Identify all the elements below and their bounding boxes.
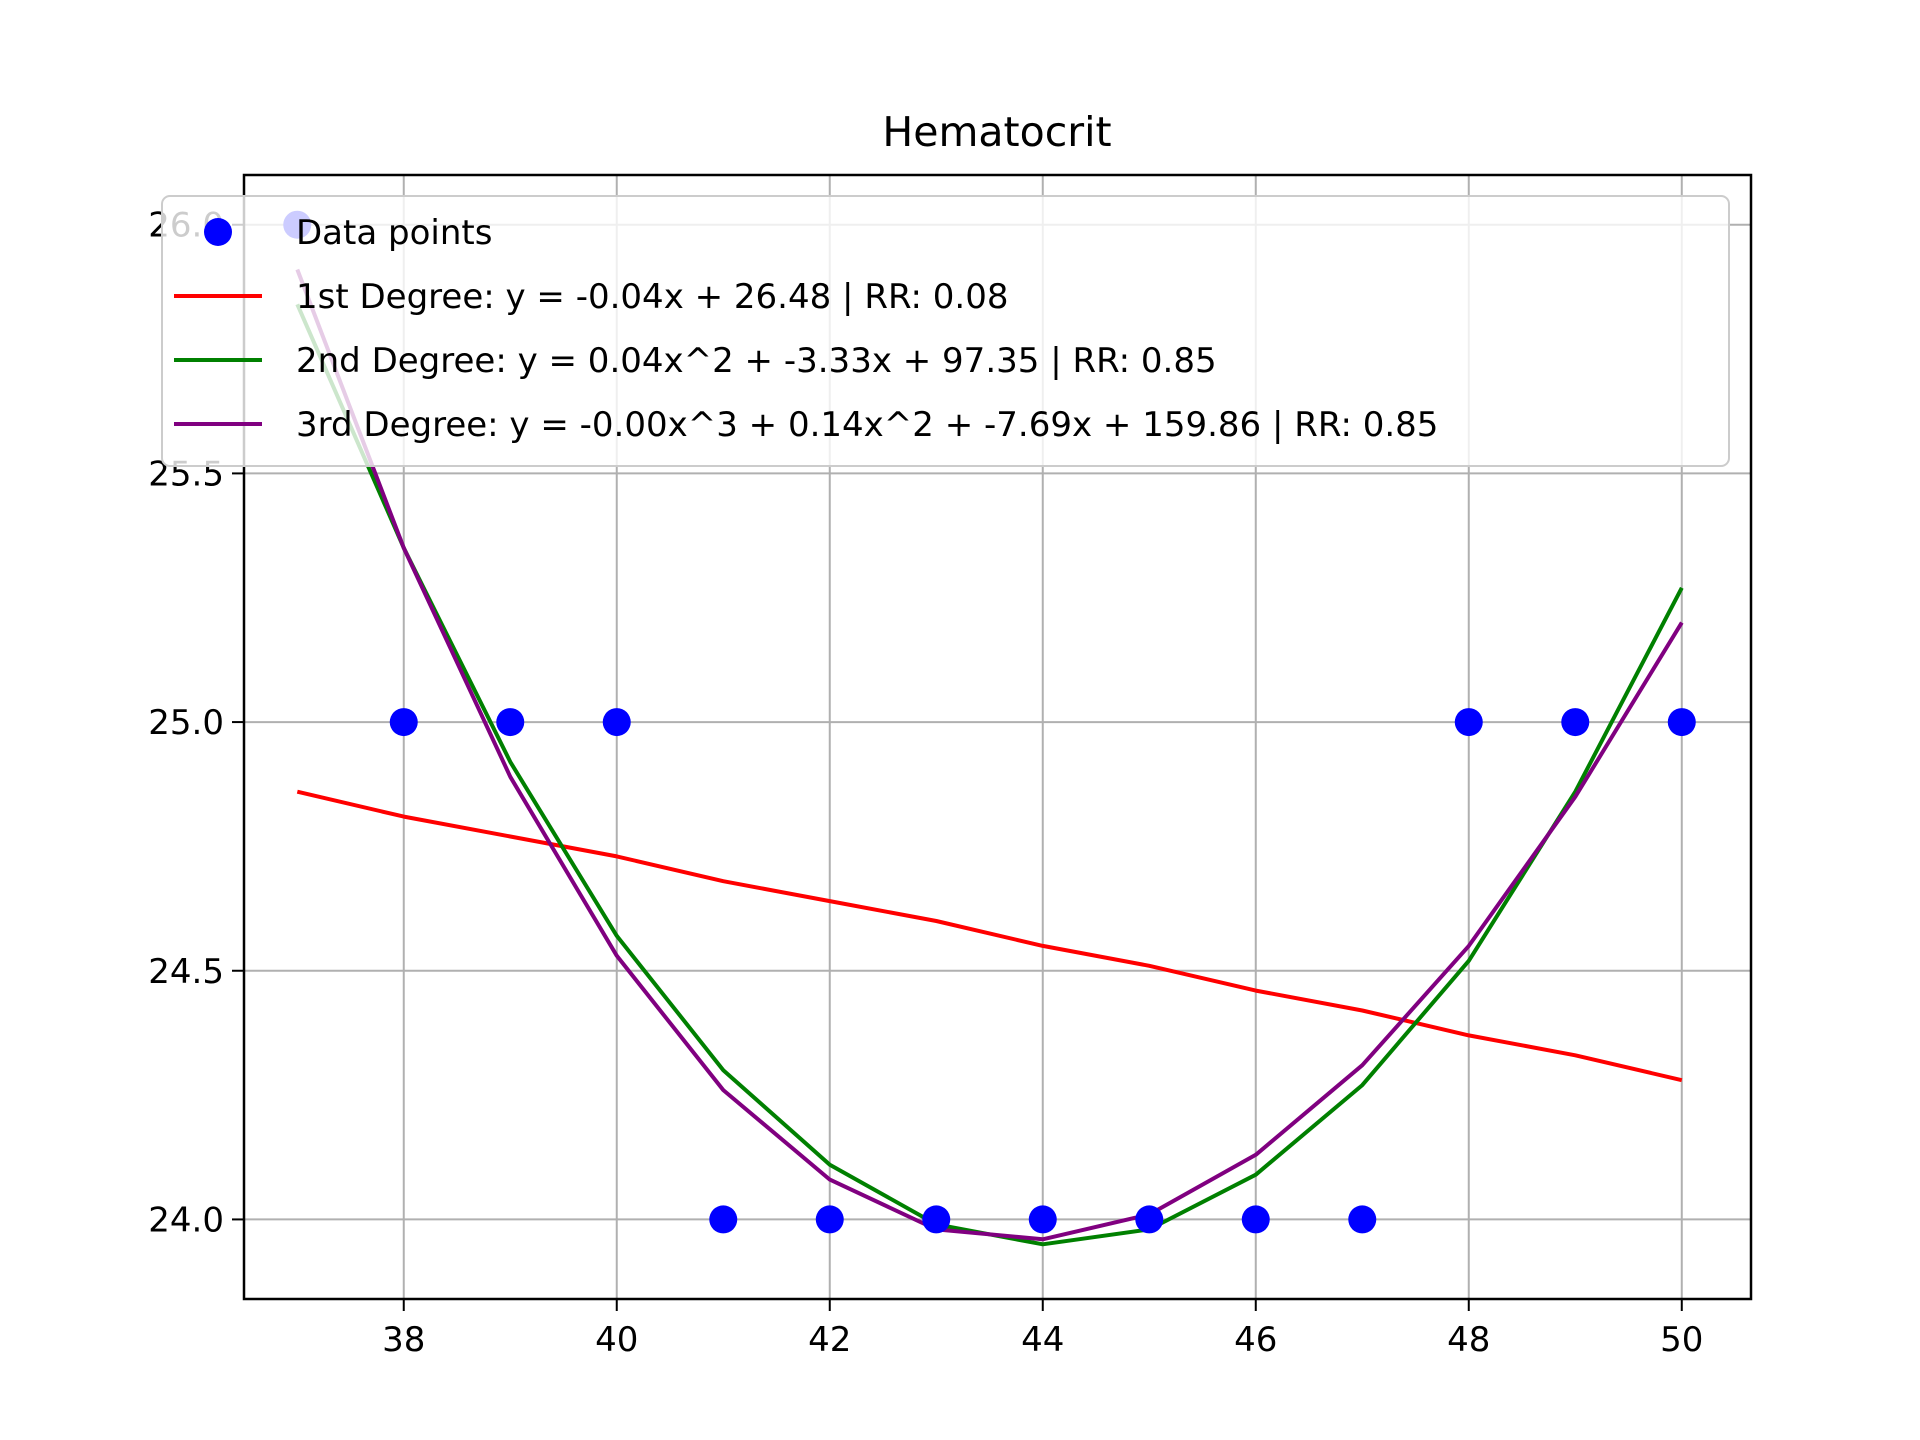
data-point (1667, 708, 1696, 737)
legend-item-data-points: Data points (204, 213, 492, 253)
legend-item-series-1: 1st Degree: y = -0.04x + 26.48 | RR: 0.0… (174, 277, 1009, 317)
data-points-layer (283, 210, 1696, 1234)
legend: Data points 1st Degree: y = -0.04x + 26.4… (161, 195, 1730, 467)
x-tick-label: 42 (808, 1320, 851, 1360)
data-point (1348, 1205, 1377, 1234)
series-layer (295, 268, 1684, 1247)
data-point (709, 1205, 738, 1234)
legend-item-series-2: 2nd Degree: y = 0.04x^2 + -3.33x + 97.35… (174, 341, 1217, 381)
x-tick-label: 46 (1234, 1320, 1277, 1360)
legend-box (161, 195, 1730, 467)
x-tick-label: 44 (1021, 1320, 1064, 1360)
legend-label: 2nd Degree: y = 0.04x^2 + -3.33x + 97.35… (296, 341, 1217, 381)
data-point (1454, 708, 1483, 737)
chart-title: Hematocrit (882, 108, 1111, 156)
data-point (922, 1205, 951, 1234)
x-tick-label: 48 (1447, 1320, 1490, 1360)
plot-frame (242, 173, 1753, 1301)
legend-label: 1st Degree: y = -0.04x + 26.48 | RR: 0.0… (296, 277, 1009, 317)
x-tick-label: 50 (1660, 1320, 1703, 1360)
x-tick-label: 40 (595, 1320, 638, 1360)
series-line-1 (296, 789, 1683, 1083)
data-point (389, 708, 418, 737)
data-point (1135, 1205, 1164, 1234)
legend-label: Data points (296, 213, 492, 253)
data-point (1028, 1205, 1057, 1234)
y-tick-label: 24.5 (148, 952, 224, 992)
data-point (1241, 1205, 1270, 1234)
y-tick-label: 25.0 (148, 703, 224, 743)
data-point (602, 708, 631, 737)
legend-marker-icon (204, 218, 232, 246)
x-tick-label: 38 (382, 1320, 425, 1360)
y-tick-label: 24.0 (148, 1200, 224, 1240)
data-point (496, 708, 525, 737)
series-line-3 (295, 268, 1684, 1242)
legend-label: 3rd Degree: y = -0.00x^3 + 0.14x^2 + -7.… (296, 405, 1438, 445)
data-point (815, 1205, 844, 1234)
data-point (1561, 708, 1590, 737)
legend-item-series-3: 3rd Degree: y = -0.00x^3 + 0.14x^2 + -7.… (174, 405, 1438, 445)
